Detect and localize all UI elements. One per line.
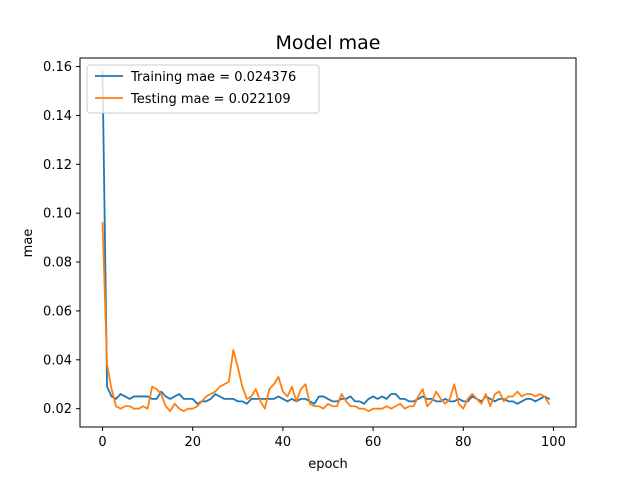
y-tick-label-0: 0.02 — [43, 402, 72, 417]
x-tick-label-4: 80 — [455, 435, 472, 450]
x-tick-label-3: 60 — [365, 435, 382, 450]
y-tick-label-4: 0.10 — [43, 207, 72, 222]
series-line-1 — [101, 222, 551, 413]
x-axis-label: epoch — [308, 457, 348, 472]
x-tick-label-2: 40 — [275, 435, 292, 450]
x-axis-ticks: 0 20 40 60 80 100 — [98, 427, 566, 450]
y-tick-label-6: 0.14 — [43, 109, 72, 124]
x-tick-label-5: 100 — [541, 435, 566, 450]
legend-label-testing: Testing mae = 0.022109 — [130, 92, 291, 107]
legend: Training mae = 0.024376 Testing mae = 0.… — [86, 64, 320, 114]
y-tick-label-2: 0.06 — [43, 304, 72, 319]
y-tick-label-5: 0.12 — [43, 158, 72, 173]
y-tick-label-7: 0.16 — [43, 60, 72, 75]
legend-box — [86, 64, 320, 114]
y-tick-label-3: 0.08 — [43, 256, 72, 271]
y-axis-label: mae — [21, 229, 36, 258]
x-tick-label-1: 20 — [184, 435, 201, 450]
legend-label-training: Training mae = 0.024376 — [130, 70, 296, 85]
y-tick-label-1: 0.04 — [43, 353, 72, 368]
plot-lines — [101, 70, 551, 413]
y-axis-ticks: 0.02 0.04 0.06 0.08 0.10 0.12 0.14 0.16 — [43, 60, 80, 417]
x-tick-label-0: 0 — [98, 435, 106, 450]
chart-title: Model mae — [276, 32, 381, 54]
plot-area-frame — [79, 57, 577, 428]
